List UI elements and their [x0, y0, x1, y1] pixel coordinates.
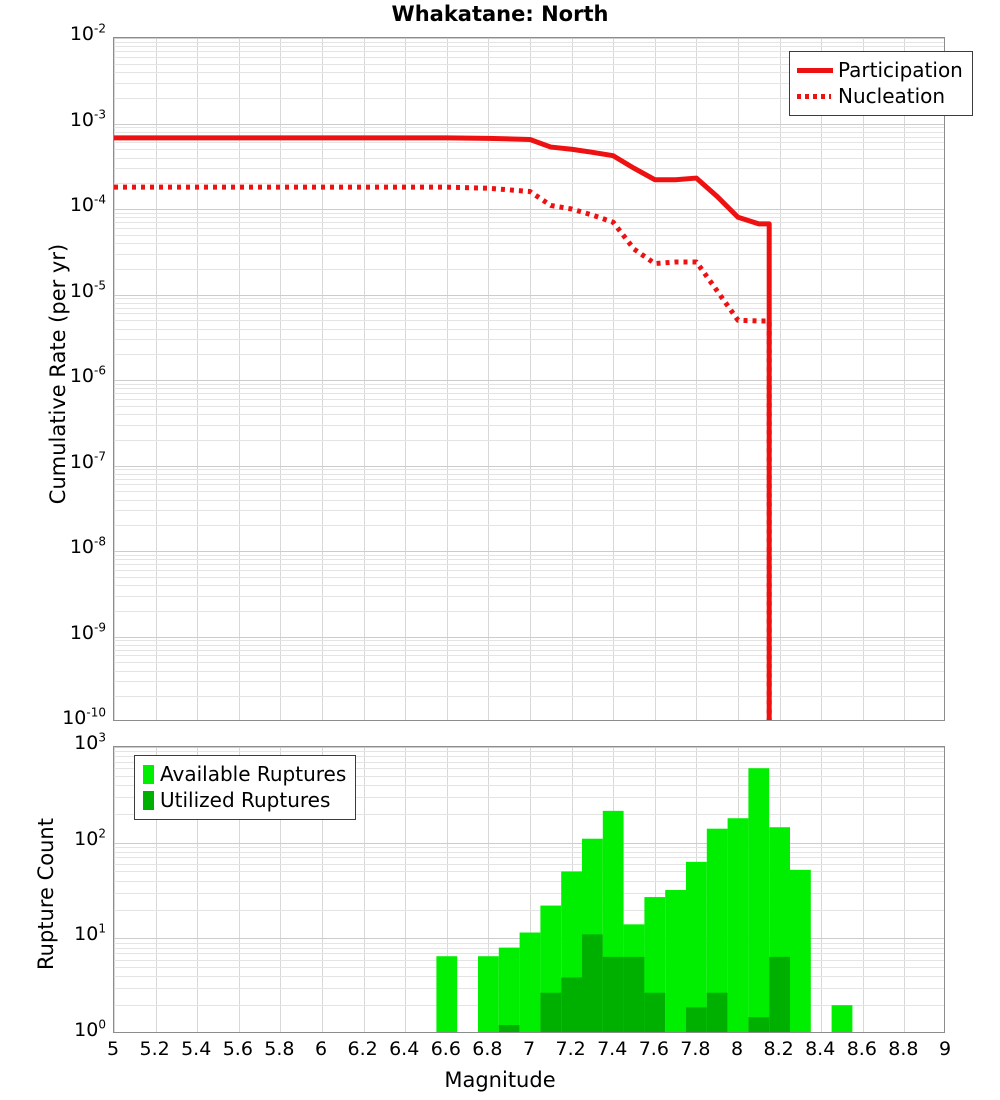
legend-label-utilized-ruptures: Utilized Ruptures: [160, 788, 331, 812]
top-data-curves: [114, 38, 944, 720]
top-gridlines: [114, 38, 944, 720]
x-tick-5-2: 5.2: [139, 1038, 170, 1060]
x-tick-6-4: 6.4: [389, 1038, 420, 1060]
legend-label-available-ruptures: Available Ruptures: [160, 762, 347, 786]
top-y-tick-1e-7: 10-7: [69, 449, 106, 473]
top-y-tick-1e-2: 10-2: [69, 21, 106, 45]
top-y-tick-1e-10: 10-10: [62, 705, 106, 729]
top-y-tick-1e-9: 10-9: [69, 620, 106, 644]
top-y-tick-1e-8: 10-8: [69, 534, 106, 558]
utilized-ruptures-swatch-icon: [143, 790, 154, 810]
bottom-y-axis-title: Rupture Count: [34, 818, 58, 970]
x-tick-5-6: 5.6: [222, 1038, 253, 1060]
rupture-legend: Available Ruptures Utilized Ruptures: [134, 755, 357, 820]
legend-item-utilized-ruptures: Utilized Ruptures: [142, 787, 346, 813]
legend-label-nucleation: Nucleation: [838, 84, 946, 108]
nucleation-line-icon: [797, 86, 833, 106]
legend-item-participation: Participation: [797, 57, 963, 83]
top-y-tick-1e-3: 10-3: [69, 107, 106, 131]
top-y-tick-1e-4: 10-4: [69, 192, 106, 216]
bottom-y-tick-1e1: 101: [74, 922, 106, 946]
x-tick-9: 9: [938, 1038, 952, 1060]
x-tick-5-8: 5.8: [264, 1038, 295, 1060]
x-tick-5: 5: [106, 1038, 120, 1060]
bottom-y-tick-1e2: 102: [74, 826, 106, 850]
x-tick-8-6: 8.6: [846, 1038, 877, 1060]
curve-legend: Participation Nucleation: [789, 51, 973, 116]
x-tick-6-6: 6.6: [430, 1038, 461, 1060]
x-tick-8-2: 8.2: [763, 1038, 794, 1060]
legend-label-participation: Participation: [838, 58, 963, 82]
bottom-y-axis-ticks: 103 102 101 100: [2, 732, 106, 1040]
rupture-count-plot: [113, 746, 945, 1033]
x-tick-7: 7: [522, 1038, 536, 1060]
top-y-tick-1e-6: 10-6: [69, 363, 106, 387]
available-ruptures-swatch-icon: [143, 764, 154, 784]
x-tick-8-8: 8.8: [888, 1038, 919, 1060]
x-tick-7-2: 7.2: [555, 1038, 586, 1060]
legend-item-available-ruptures: Available Ruptures: [142, 761, 346, 787]
x-tick-6-8: 6.8: [472, 1038, 503, 1060]
x-tick-6-2: 6.2: [347, 1038, 378, 1060]
cumulative-rate-plot: [113, 37, 945, 721]
bottom-bars: [114, 747, 944, 1032]
x-tick-5-4: 5.4: [181, 1038, 212, 1060]
page-title: Whakatane: North: [391, 2, 609, 26]
bottom-y-tick-1e3: 103: [74, 730, 106, 754]
legend-item-nucleation: Nucleation: [797, 83, 963, 109]
x-tick-6: 6: [314, 1038, 328, 1060]
x-tick-8: 8: [730, 1038, 744, 1060]
bottom-y-tick-1e0: 100: [74, 1017, 106, 1041]
participation-line-icon: [797, 60, 833, 80]
top-y-tick-1e-5: 10-5: [69, 278, 106, 302]
top-y-axis-ticks: 10-2 10-3 10-4 10-5 10-6 10-7 10-8 10-9 10-10: [2, 23, 106, 728]
x-tick-7-6: 7.6: [638, 1038, 669, 1060]
x-tick-8-4: 8.4: [805, 1038, 836, 1060]
x-axis-title: Magnitude: [444, 1068, 556, 1092]
x-tick-7-8: 7.8: [680, 1038, 711, 1060]
top-y-axis-title: Cumulative Rate (per yr): [46, 243, 70, 505]
x-tick-7-4: 7.4: [597, 1038, 628, 1060]
